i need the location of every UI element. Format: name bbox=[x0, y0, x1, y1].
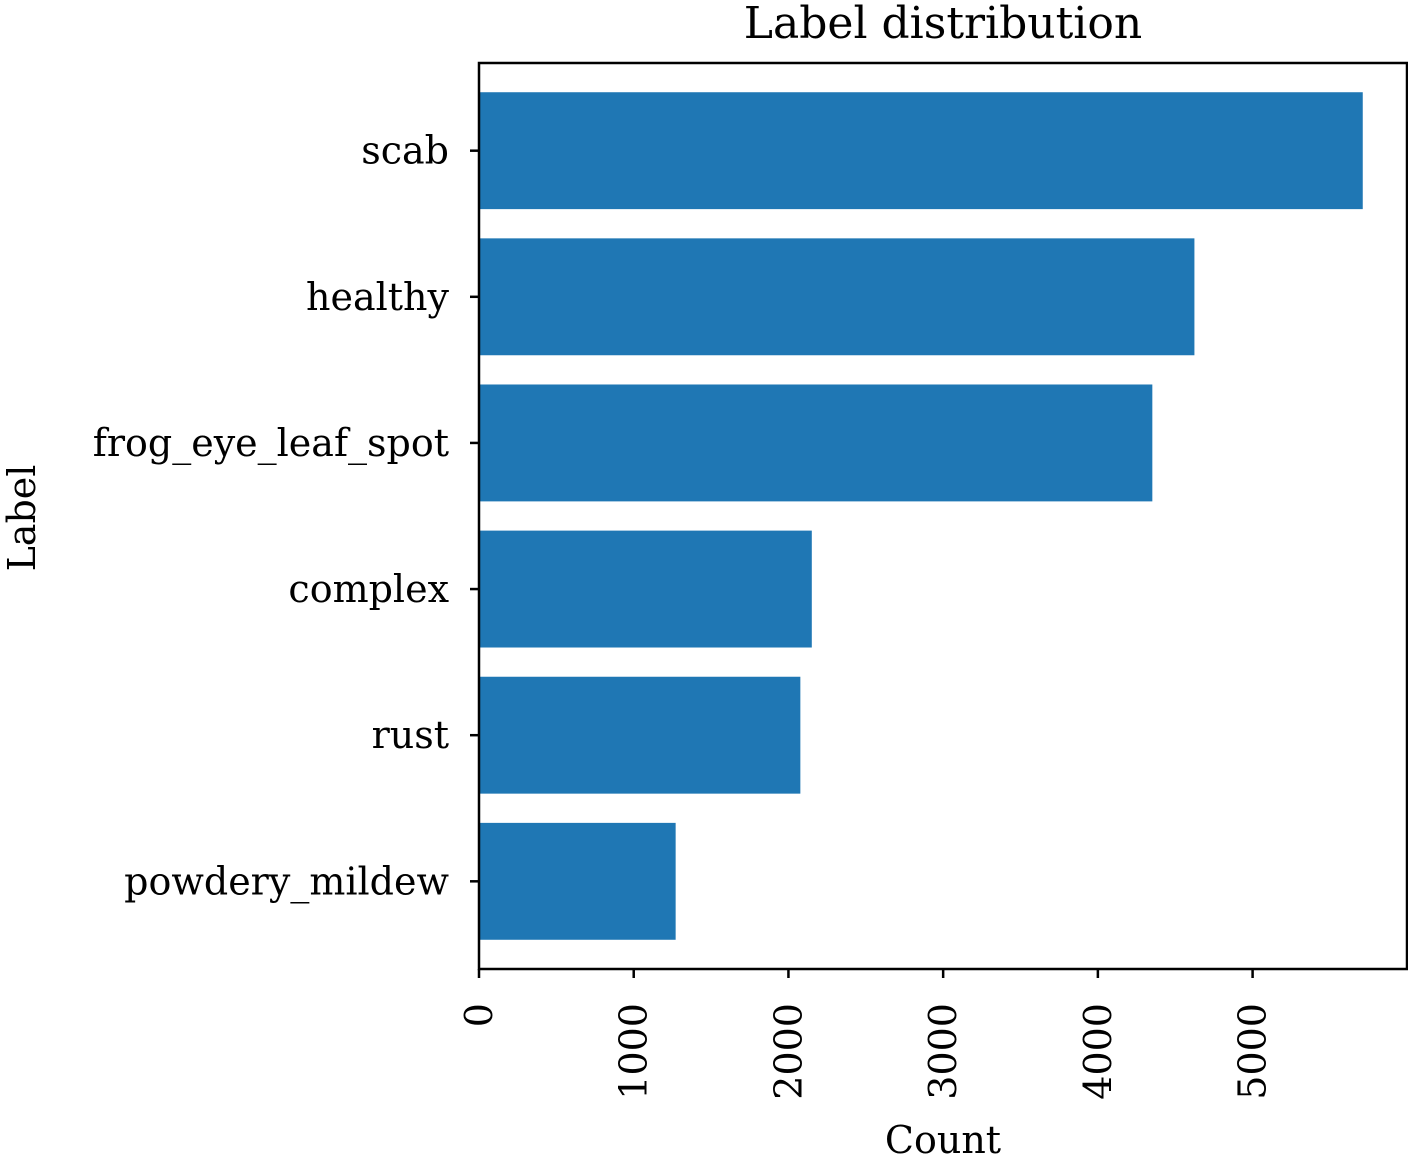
x-tick-label-2000: 2000 bbox=[766, 1003, 810, 1100]
y-tick-label-complex: complex bbox=[288, 567, 449, 611]
x-axis-label: Count bbox=[885, 1118, 1001, 1162]
x-tick-label-0: 0 bbox=[457, 1003, 501, 1027]
y-tick-label-healthy: healthy bbox=[306, 275, 450, 319]
bar-scab bbox=[479, 92, 1363, 210]
y-axis-label: Label bbox=[0, 465, 44, 572]
x-tick-label-5000: 5000 bbox=[1231, 1003, 1275, 1100]
y-tick-label-rust: rust bbox=[372, 713, 449, 757]
y-tick-label-frog-eye-leaf-spot: frog_eye_leaf_spot bbox=[93, 421, 449, 466]
bar-frog-eye-leaf-spot bbox=[479, 384, 1153, 502]
bar-powdery-mildew bbox=[479, 822, 676, 940]
bar-rust bbox=[479, 676, 801, 794]
x-axis: 0 1000 2000 3000 4000 5000 bbox=[457, 969, 1275, 1100]
bar-healthy bbox=[479, 238, 1195, 356]
x-tick-label-4000: 4000 bbox=[1076, 1003, 1120, 1100]
bars-group bbox=[479, 92, 1363, 940]
x-tick-label-3000: 3000 bbox=[921, 1003, 965, 1100]
bar-complex bbox=[479, 530, 812, 648]
y-tick-label-powdery-mildew: powdery_mildew bbox=[124, 859, 449, 904]
x-tick-label-1000: 1000 bbox=[612, 1003, 656, 1100]
chart-title: Label distribution bbox=[744, 0, 1142, 49]
y-tick-label-scab: scab bbox=[361, 129, 449, 173]
